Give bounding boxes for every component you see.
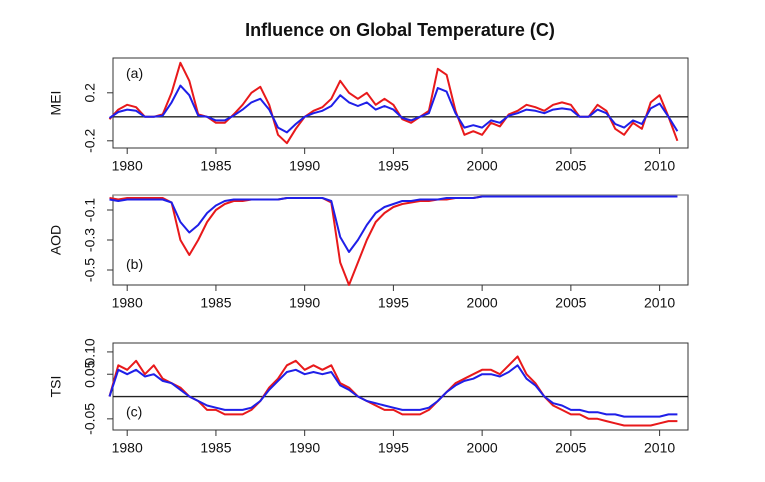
- panel-label: (a): [126, 65, 143, 81]
- x-tick-label: 2005: [555, 440, 586, 456]
- plot-frame: [112, 57, 689, 149]
- y-axis-title: AOD: [48, 225, 64, 255]
- y-tick-label: 0.10: [82, 338, 98, 365]
- y-tick-label: -0.5: [82, 258, 98, 282]
- panel-label: (b): [126, 256, 143, 272]
- x-tick-label: 2010: [644, 158, 675, 174]
- x-tick-label: 1980: [112, 158, 143, 174]
- x-tick-label: 2010: [644, 440, 675, 456]
- x-tick-label: 2005: [555, 295, 586, 311]
- y-tick-label: -0.05: [82, 403, 98, 435]
- series-line: [109, 195, 678, 253]
- x-tick-label: 1990: [289, 158, 320, 174]
- x-tick-label: 1990: [289, 295, 320, 311]
- plot-frame: [112, 342, 689, 431]
- y-tick-label: 0.2: [82, 83, 98, 103]
- x-tick-label: 1985: [200, 158, 231, 174]
- y-tick-label: -0.2: [82, 129, 98, 153]
- x-tick-label: 2000: [467, 440, 498, 456]
- series-line: [108, 364, 678, 418]
- series-line: [108, 61, 679, 145]
- x-tick-label: 1985: [200, 440, 231, 456]
- y-tick-label: -0.1: [82, 198, 98, 222]
- series-line: [108, 355, 678, 427]
- x-tick-label: 1995: [378, 295, 409, 311]
- x-tick-label: 2010: [644, 295, 675, 311]
- x-tick-label: 1990: [289, 440, 320, 456]
- x-tick-label: 1995: [378, 158, 409, 174]
- y-tick-label: -0.3: [82, 228, 98, 252]
- x-tick-label: 1995: [378, 440, 409, 456]
- x-tick-label: 2000: [467, 295, 498, 311]
- series-line: [108, 84, 679, 134]
- x-tick-label: 1985: [200, 295, 231, 311]
- x-tick-label: 1980: [112, 295, 143, 311]
- y-tick-label: 0.05: [82, 360, 98, 387]
- series-line: [109, 195, 678, 286]
- y-axis-title: TSI: [48, 376, 64, 398]
- x-tick-label: 1980: [112, 440, 143, 456]
- figure-title: Influence on Global Temperature (C): [245, 20, 555, 40]
- y-axis-title: MEI: [48, 91, 64, 116]
- x-tick-label: 2000: [467, 158, 498, 174]
- x-tick-label: 2005: [555, 158, 586, 174]
- panel-label: (c): [126, 403, 142, 419]
